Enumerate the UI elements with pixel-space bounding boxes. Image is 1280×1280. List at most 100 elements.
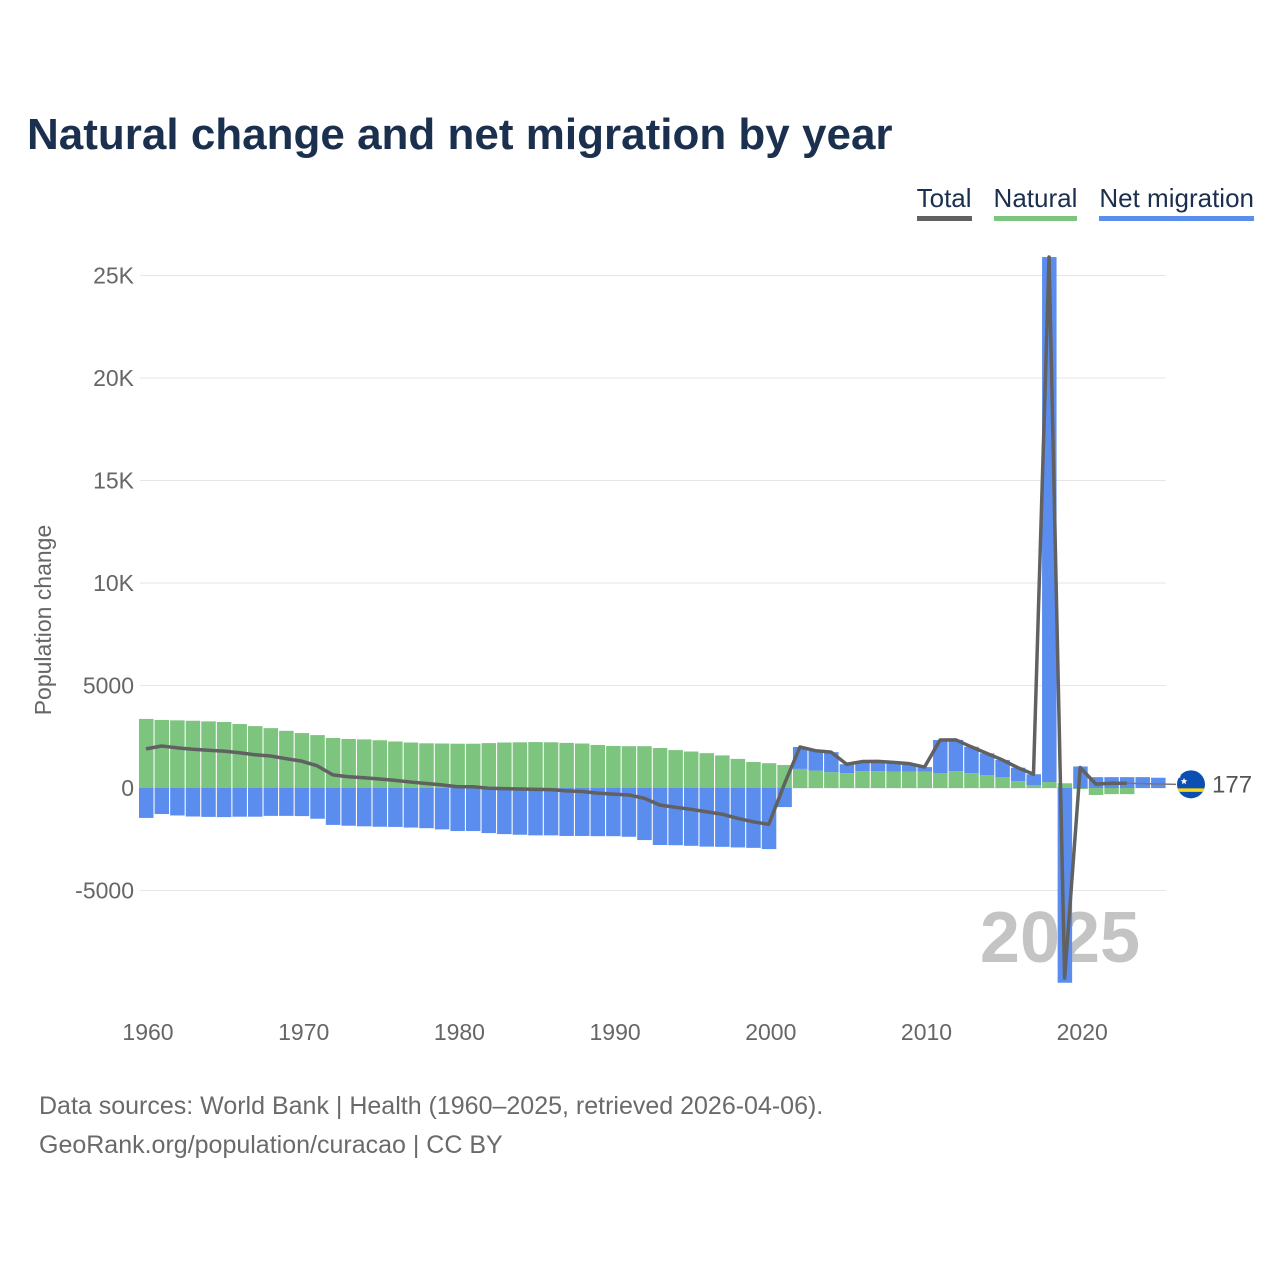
natural-bar[interactable] [1119,788,1135,795]
natural-bar[interactable] [216,721,232,788]
natural-bar[interactable] [139,718,154,788]
migration-bar[interactable] [948,739,964,772]
legend-total[interactable]: Total [916,183,972,221]
migration-bar[interactable] [465,788,481,832]
natural-bar[interactable] [1104,788,1119,795]
natural-bar[interactable] [574,743,590,788]
natural-bar[interactable] [933,773,948,788]
natural-bar[interactable] [1088,788,1104,795]
migration-bar[interactable] [450,788,465,832]
migration-bar[interactable] [621,788,637,837]
natural-bar[interactable] [450,743,465,788]
natural-bar[interactable] [403,742,419,788]
natural-bar[interactable] [325,737,341,788]
migration-bar[interactable] [746,788,761,848]
migration-bar[interactable] [247,788,263,817]
migration-bar[interactable] [886,762,901,772]
migration-bar[interactable] [995,759,1010,778]
natural-bar[interactable] [792,768,808,788]
migration-bar[interactable] [279,788,294,816]
natural-bar[interactable] [341,739,356,788]
attribution-link[interactable]: GeoRank.org/population/curacao | CC BY [39,1131,503,1159]
total-line[interactable] [145,255,1127,980]
migration-bar[interactable] [372,788,388,827]
natural-bar[interactable] [388,741,403,788]
migration-bar[interactable] [543,788,559,836]
natural-bar[interactable] [901,771,917,788]
migration-bar[interactable] [528,788,543,836]
natural-bar[interactable] [652,748,668,788]
migration-bar[interactable] [497,788,512,835]
natural-bar[interactable] [699,753,715,788]
natural-bar[interactable] [995,777,1010,788]
migration-bar[interactable] [855,761,870,772]
migration-bar[interactable] [870,761,886,772]
natural-bar[interactable] [154,719,170,788]
natural-bar[interactable] [824,772,839,788]
natural-bar[interactable] [419,743,434,788]
migration-bar[interactable] [310,788,325,819]
legend-net-migration[interactable]: Net migration [1099,183,1254,221]
migration-bar[interactable] [761,788,777,850]
natural-bar[interactable] [979,775,995,788]
natural-bar[interactable] [870,771,886,788]
migration-bar[interactable] [154,788,170,815]
migration-bar[interactable] [419,788,434,829]
migration-bar[interactable] [979,753,995,776]
migration-bar[interactable] [917,767,933,772]
migration-bar[interactable] [434,788,450,830]
migration-bar[interactable] [1151,777,1166,788]
migration-bar[interactable] [263,788,279,816]
migration-bar[interactable] [808,750,824,771]
natural-bar[interactable] [886,771,901,788]
legend-natural[interactable]: Natural [993,183,1078,221]
natural-bar[interactable] [1010,781,1026,788]
migration-bar[interactable] [1026,774,1041,786]
natural-bar[interactable] [855,771,870,788]
migration-bar[interactable] [201,788,216,817]
natural-bar[interactable] [1042,782,1057,788]
migration-bar[interactable] [715,788,730,847]
natural-bar[interactable] [964,773,979,788]
natural-bar[interactable] [185,720,201,788]
natural-bar[interactable] [948,771,964,788]
natural-bar[interactable] [434,743,450,788]
migration-bar[interactable] [356,788,372,827]
natural-bar[interactable] [1026,785,1041,788]
natural-bar[interactable] [201,721,216,788]
natural-bar[interactable] [310,735,325,788]
natural-bar[interactable] [637,746,652,788]
natural-bar[interactable] [1057,783,1073,788]
natural-bar[interactable] [528,742,543,788]
migration-bar[interactable] [512,788,528,835]
natural-bar[interactable] [590,744,606,788]
migration-bar[interactable] [216,788,232,818]
migration-bar[interactable] [325,788,341,825]
natural-bar[interactable] [917,771,933,788]
migration-bar[interactable] [559,788,574,836]
natural-bar[interactable] [761,763,777,788]
natural-bar[interactable] [668,750,683,788]
natural-bar[interactable] [543,742,559,788]
natural-bar[interactable] [356,739,372,788]
natural-bar[interactable] [606,745,621,788]
natural-bar[interactable] [621,746,637,788]
natural-bar[interactable] [746,761,761,788]
natural-bar[interactable] [247,726,263,788]
natural-bar[interactable] [730,758,746,788]
natural-bar[interactable] [839,773,855,788]
migration-bar[interactable] [1135,777,1150,788]
natural-bar[interactable] [559,742,574,788]
migration-bar[interactable] [341,788,356,826]
natural-bar[interactable] [170,720,185,788]
migration-bar[interactable] [606,788,621,837]
natural-bar[interactable] [372,740,388,788]
migration-bar[interactable] [590,788,606,837]
natural-bar[interactable] [808,770,824,788]
natural-bar[interactable] [715,755,730,788]
migration-bar[interactable] [232,788,247,817]
migration-bar[interactable] [481,788,497,834]
migration-bar[interactable] [699,788,715,847]
natural-bar[interactable] [683,751,699,788]
natural-bar[interactable] [512,742,528,788]
